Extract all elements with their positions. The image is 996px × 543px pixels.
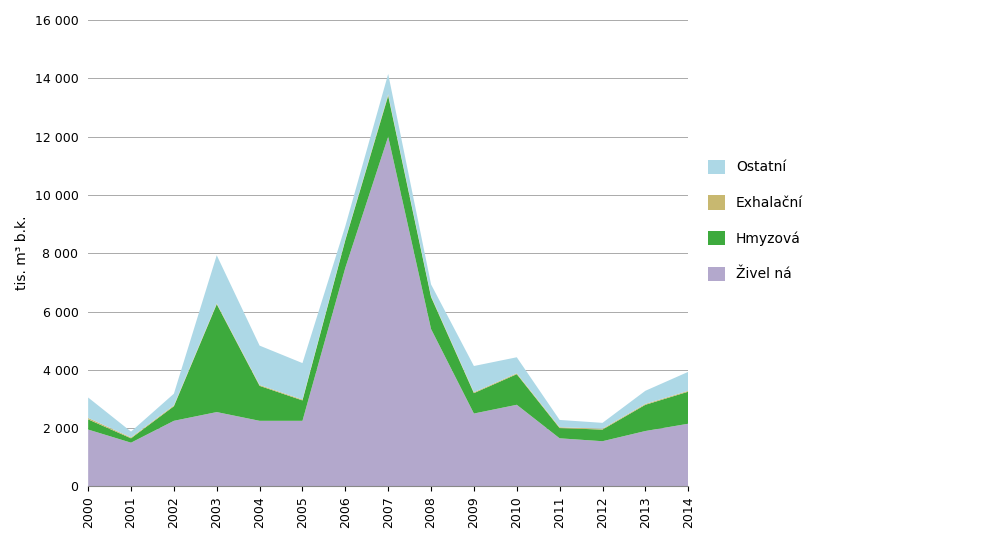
Y-axis label: tis. m³ b.k.: tis. m³ b.k. [15, 216, 29, 291]
Legend: Ostatní, Exhalační, Hmyzová, Živel ná: Ostatní, Exhalační, Hmyzová, Živel ná [701, 153, 810, 288]
